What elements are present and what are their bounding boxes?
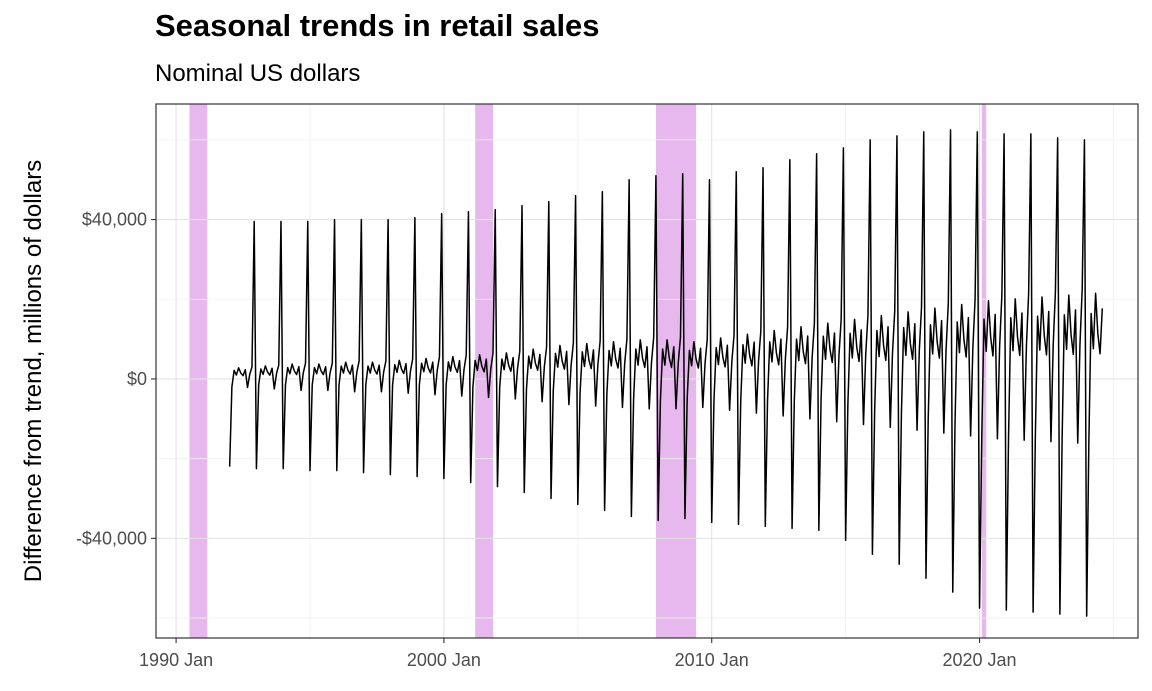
chart-subtitle: Nominal US dollars (155, 60, 361, 87)
x-tick-label: 2020 Jan (943, 650, 1017, 670)
recession-band (981, 104, 987, 638)
y-axis-title: Difference from trend, millions of dolla… (20, 160, 47, 582)
series-line (228, 129, 1104, 617)
y-tick-label: $40,000 (82, 210, 147, 230)
plot-panel-border (155, 103, 1139, 639)
x-tick-label: 2000 Jan (407, 650, 481, 670)
chart-title: Seasonal trends in retail sales (155, 8, 600, 43)
y-tick-label: -$40,000 (76, 528, 147, 548)
x-tick-label: 2010 Jan (675, 650, 749, 670)
x-tick-label: 1990 Jan (139, 650, 213, 670)
recession-band (189, 104, 208, 638)
recession-band (655, 104, 697, 638)
y-tick-label: $0 (127, 369, 147, 389)
